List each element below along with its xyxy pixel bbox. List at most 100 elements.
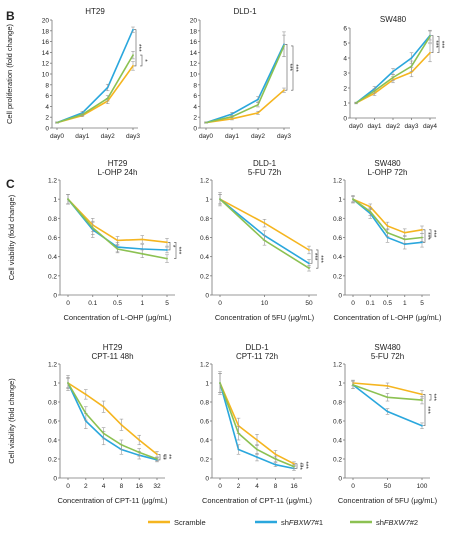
y-tick-label: 14	[42, 50, 50, 57]
significance-bracket	[429, 394, 432, 401]
data-point-sh2	[84, 412, 87, 415]
y-tick-label: 0.4	[333, 254, 342, 261]
legend-item-scramble: Scramble	[148, 518, 206, 527]
significance-label: **	[159, 455, 166, 461]
data-point-sh2	[138, 451, 141, 454]
data-point-scramble	[120, 423, 123, 426]
data-point-sh1	[421, 241, 423, 244]
data-point-sh1	[132, 28, 134, 31]
x-tick-label: day3	[404, 123, 418, 130]
data-point-sh2	[293, 465, 295, 468]
y-tick-label: 1	[53, 197, 57, 204]
y-tick-label: 1.2	[48, 362, 57, 369]
data-point-sh2	[67, 382, 69, 384]
y-tick-label: 0.6	[333, 235, 342, 242]
x-tick-label: 0.5	[113, 300, 122, 307]
x-tick-label: 8	[274, 483, 278, 490]
data-point-sh2	[369, 210, 372, 213]
y-tick-label: 0.8	[333, 216, 342, 223]
x-tick-label: day0	[50, 133, 64, 140]
data-point-scramble	[283, 89, 285, 92]
data-point-sh2	[219, 382, 221, 384]
series-line-sh2	[205, 45, 285, 124]
data-point-sh2	[116, 248, 119, 250]
x-tick-label: 10	[261, 300, 269, 307]
significance-bracket	[140, 54, 143, 67]
data-point-sh2	[91, 227, 94, 229]
y-tick-label: 0.2	[333, 273, 342, 280]
y-tick-label: 1.2	[200, 362, 209, 369]
y-tick-label: 14	[190, 50, 198, 57]
data-point-sh2	[219, 198, 221, 201]
significance-bracket	[285, 44, 288, 91]
y-tick-label: 16	[190, 39, 198, 46]
x-tick-label: day4	[423, 123, 437, 130]
x-tick-label: 0	[351, 300, 355, 307]
data-point-sh2	[283, 45, 285, 47]
series-line-sh2	[67, 382, 158, 460]
data-point-scramble	[403, 231, 406, 234]
data-point-scramble	[166, 241, 168, 244]
x-tick-label: day2	[251, 133, 265, 140]
x-tick-label: 0	[66, 300, 70, 307]
y-tick-label: 6	[193, 93, 197, 100]
y-tick-label: 0.4	[48, 438, 57, 445]
significance-bracket	[301, 463, 304, 467]
panel-label-b: B	[6, 9, 15, 23]
data-point-sh2	[421, 236, 423, 239]
y-tick-label: 0	[45, 126, 49, 133]
data-point-scramble	[102, 405, 105, 408]
y-tick-label: 1.2	[48, 178, 57, 185]
y-tick-label: 5	[343, 41, 347, 48]
legend-label-scramble: Scramble	[174, 518, 206, 527]
chart-title: DLD-1	[233, 7, 257, 16]
data-point-sh2	[263, 239, 266, 242]
data-point-sh1	[237, 448, 240, 451]
data-point-scramble	[293, 462, 295, 465]
data-point-sh2	[421, 399, 423, 401]
significance-label: ***	[311, 253, 318, 261]
chart-title: SW480	[374, 343, 401, 352]
y-tick-label: 1	[338, 381, 342, 388]
chart-subtitle: 5-FU 72h	[371, 352, 404, 361]
y-tick-label: 0.2	[200, 457, 209, 464]
y-tick-label: 1	[338, 197, 342, 204]
y-axis-label: Cell viability (fold change)	[7, 194, 16, 280]
series-line-scramble	[67, 382, 158, 455]
data-point-sh2	[355, 102, 357, 104]
x-tick-label: 32	[153, 483, 161, 490]
data-point-scramble	[237, 424, 240, 427]
significance-bracket	[431, 35, 434, 54]
x-axis-label: Concentration of L-OHP (μg/mL)	[64, 313, 172, 322]
x-tick-label: 1	[140, 300, 144, 307]
data-point-sh2	[237, 432, 240, 435]
significance-bracket	[310, 249, 313, 264]
y-tick-label: 6	[45, 93, 49, 100]
x-tick-label: 50	[305, 300, 313, 307]
data-point-sh2	[429, 35, 431, 38]
data-point-scramble	[369, 205, 372, 208]
x-tick-label: 0	[218, 483, 222, 490]
x-tick-label: 0	[218, 300, 222, 307]
significance-bracket	[164, 453, 167, 460]
y-tick-label: 0	[343, 116, 347, 123]
chart-title: SW480	[374, 159, 401, 168]
significance-label: ***	[432, 40, 439, 48]
y-tick-label: 4	[193, 104, 197, 111]
data-point-sh2	[166, 257, 168, 260]
y-tick-label: 0.6	[333, 419, 342, 426]
y-tick-label: 0.2	[48, 457, 57, 464]
data-point-sh2	[141, 252, 144, 255]
y-tick-label: 0	[193, 126, 197, 133]
x-tick-label: 2	[84, 483, 88, 490]
data-point-scramble	[386, 384, 389, 387]
significance-label: ***	[430, 393, 437, 401]
significance-label: ***	[292, 64, 299, 72]
y-tick-label: 4	[343, 56, 347, 63]
x-tick-label: 0	[66, 483, 70, 490]
x-tick-label: day1	[367, 123, 381, 130]
data-point-sh2	[256, 448, 258, 451]
